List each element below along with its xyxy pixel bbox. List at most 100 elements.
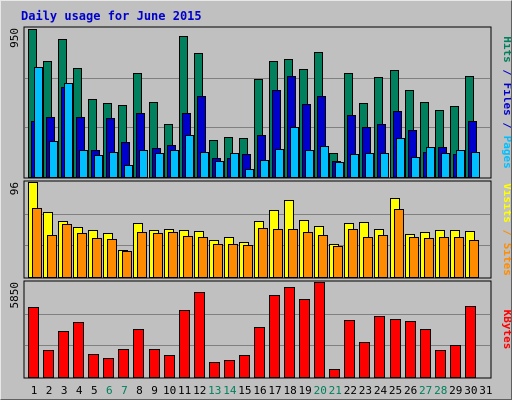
bar-kbytes-day-2 bbox=[43, 350, 54, 378]
bar-pages-day-5 bbox=[94, 155, 103, 178]
chart-title: Daily usage for June 2015 bbox=[21, 9, 202, 23]
bar-pages-day-17 bbox=[275, 149, 284, 178]
bar-pages-day-19 bbox=[305, 150, 314, 178]
bar-sites-day-6 bbox=[107, 239, 117, 278]
day-label-22: 22 bbox=[344, 384, 357, 397]
bar-sites-day-4 bbox=[77, 233, 87, 278]
bar-kbytes-day-3 bbox=[58, 331, 69, 378]
bar-pages-day-22 bbox=[350, 154, 359, 178]
bar-pages-day-2 bbox=[49, 141, 58, 178]
axis-label-bottom: KBytes bbox=[501, 310, 511, 350]
bar-kbytes-day-23 bbox=[359, 342, 370, 378]
bar-sites-day-16 bbox=[258, 228, 268, 278]
bar-kbytes-day-10 bbox=[164, 355, 175, 378]
axis-label-part-bottom-0: KBytes bbox=[501, 310, 511, 350]
axis-label-part-top-0: Hits bbox=[501, 36, 511, 63]
bar-pages-day-20 bbox=[320, 146, 329, 178]
ymax-label-top: 950 bbox=[8, 28, 21, 48]
day-label-24: 24 bbox=[374, 384, 388, 397]
bar-sites-day-18 bbox=[288, 229, 298, 278]
day-label-20: 20 bbox=[314, 384, 327, 397]
bar-sites-day-23 bbox=[363, 237, 373, 278]
bar-pages-day-18 bbox=[290, 127, 299, 178]
bar-sites-day-22 bbox=[348, 229, 358, 278]
bar-pages-day-30 bbox=[471, 152, 480, 178]
axis-label-middle: Visits / Sites bbox=[501, 183, 511, 276]
bar-pages-day-6 bbox=[109, 152, 118, 178]
day-label-6: 6 bbox=[106, 384, 113, 397]
axis-label-part-middle-2: Sites bbox=[501, 243, 511, 276]
day-label-16: 16 bbox=[253, 384, 266, 397]
bar-pages-day-1 bbox=[34, 67, 43, 178]
day-label-2: 2 bbox=[46, 384, 53, 397]
bar-pages-day-28 bbox=[441, 153, 450, 178]
bar-pages-day-26 bbox=[411, 157, 420, 178]
bar-kbytes-day-27 bbox=[420, 329, 431, 378]
day-label-18: 18 bbox=[283, 384, 296, 397]
day-label-1: 1 bbox=[31, 384, 38, 397]
bar-sites-day-12 bbox=[198, 237, 208, 278]
ymax-label-bottom: 5850 bbox=[8, 282, 21, 309]
bar-sites-day-2 bbox=[47, 235, 57, 278]
bar-sites-day-3 bbox=[62, 224, 72, 278]
bar-sites-day-10 bbox=[168, 232, 178, 278]
bar-sites-day-24 bbox=[378, 235, 388, 278]
day-label-5: 5 bbox=[91, 384, 98, 397]
bar-kbytes-day-19 bbox=[299, 299, 310, 378]
bar-sites-day-11 bbox=[183, 236, 193, 278]
bar-kbytes-day-9 bbox=[149, 349, 160, 378]
bar-kbytes-day-30 bbox=[465, 306, 476, 378]
bar-kbytes-day-14 bbox=[224, 360, 235, 378]
bar-sites-day-29 bbox=[454, 237, 464, 278]
day-label-11: 11 bbox=[178, 384, 191, 397]
bar-sites-day-25 bbox=[394, 209, 404, 278]
day-label-31: 31 bbox=[479, 384, 492, 397]
axis-label-part-middle-1: / bbox=[501, 223, 511, 243]
day-label-13: 13 bbox=[208, 384, 221, 397]
bar-pages-day-16 bbox=[260, 160, 269, 178]
bar-pages-day-3 bbox=[64, 83, 73, 178]
bar-sites-day-1 bbox=[32, 208, 42, 278]
day-label-4: 4 bbox=[76, 384, 83, 397]
bar-kbytes-day-12 bbox=[194, 292, 205, 378]
bar-sites-day-28 bbox=[439, 237, 449, 278]
day-label-9: 9 bbox=[151, 384, 158, 397]
bar-sites-day-7 bbox=[122, 251, 132, 278]
bar-kbytes-day-24 bbox=[374, 316, 385, 378]
day-label-8: 8 bbox=[136, 384, 143, 397]
bar-pages-day-7 bbox=[124, 165, 133, 178]
bar-kbytes-day-17 bbox=[269, 295, 280, 378]
axis-label-part-middle-0: Visits bbox=[501, 183, 511, 223]
bar-kbytes-day-18 bbox=[284, 287, 295, 378]
bar-kbytes-day-22 bbox=[344, 320, 355, 378]
bar-kbytes-day-13 bbox=[209, 362, 220, 378]
axis-label-part-top-3: / bbox=[501, 116, 511, 136]
bar-kbytes-day-4 bbox=[73, 322, 84, 378]
bar-kbytes-day-25 bbox=[390, 319, 401, 378]
day-label-19: 19 bbox=[299, 384, 312, 397]
bar-sites-day-9 bbox=[153, 233, 163, 278]
bar-pages-day-8 bbox=[139, 150, 148, 178]
bar-pages-day-9 bbox=[155, 153, 164, 178]
day-label-15: 15 bbox=[238, 384, 251, 397]
day-label-7: 7 bbox=[121, 384, 128, 397]
bar-pages-day-4 bbox=[79, 150, 88, 178]
bar-pages-day-21 bbox=[335, 162, 344, 178]
bar-kbytes-day-11 bbox=[179, 310, 190, 378]
bar-kbytes-day-1 bbox=[28, 307, 39, 378]
bar-kbytes-day-6 bbox=[103, 358, 114, 378]
bar-sites-day-19 bbox=[303, 232, 313, 278]
bar-sites-day-20 bbox=[318, 235, 328, 278]
bar-pages-day-10 bbox=[170, 150, 179, 178]
day-label-23: 23 bbox=[359, 384, 372, 397]
bar-kbytes-day-8 bbox=[133, 329, 144, 378]
bar-kbytes-day-28 bbox=[435, 350, 446, 378]
bar-sites-day-13 bbox=[213, 244, 223, 278]
bar-sites-day-21 bbox=[333, 246, 343, 278]
bar-kbytes-day-5 bbox=[88, 354, 99, 378]
bar-sites-day-17 bbox=[273, 229, 283, 278]
bar-sites-day-30 bbox=[469, 240, 479, 278]
bar-pages-day-29 bbox=[456, 150, 465, 178]
day-label-29: 29 bbox=[449, 384, 462, 397]
